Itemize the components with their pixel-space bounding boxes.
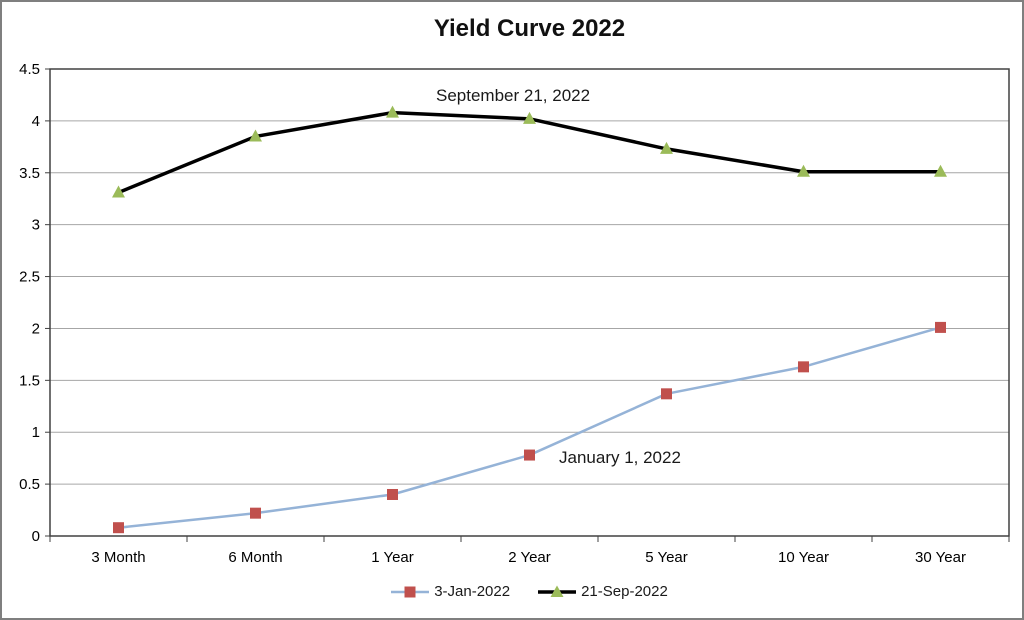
y-axis-tick-label: 3.5 [19, 165, 40, 182]
y-axis-tick-label: 2 [32, 320, 40, 337]
legend-item-3-jan-2022: 3-Jan-2022 [391, 583, 510, 600]
series-line-21-sep-2022 [117, 110, 941, 195]
plot-border [49, 68, 1010, 537]
data-point-marker-3-jan-2022 [387, 488, 398, 500]
data-point-marker-3-jan-2022 [113, 522, 124, 534]
x-axis-tick-label: 2 Year [508, 549, 551, 566]
data-point-marker-3-jan-2022 [798, 361, 809, 373]
legend: 3-Jan-2022 21-Sep-2022 [50, 583, 1009, 600]
series-line-3-jan-2022 [118, 326, 941, 529]
y-axis-tick-label: 4.5 [19, 61, 40, 78]
data-point-marker-21-sep-2022 [386, 105, 399, 118]
data-point-marker-21-sep-2022 [112, 185, 125, 198]
data-point-marker-3-jan-2022 [524, 449, 535, 461]
annotation-september-21-2022: September 21, 2022 [436, 86, 591, 105]
data-point-marker-21-sep-2022 [797, 164, 810, 177]
y-axis-tick-label: 2.5 [19, 269, 40, 286]
legend-label-21-sep-2022: 21-Sep-2022 [581, 583, 668, 600]
y-axis-tick-label: 1.5 [19, 372, 40, 389]
x-axis-tick-label: 1 Year [371, 549, 414, 566]
x-axis-tick-label: 10 Year [778, 549, 829, 566]
annotation-january-1-2022: January 1, 2022 [559, 448, 681, 467]
legend-label-3-jan-2022: 3-Jan-2022 [434, 583, 511, 600]
legend-triangle-marker-icon [538, 585, 577, 597]
data-point-marker-3-jan-2022 [935, 321, 946, 333]
x-axis-tick-label: 3 Month [91, 549, 145, 566]
data-point-marker-21-sep-2022 [660, 141, 673, 154]
chart-title: Yield Curve 2022 [433, 15, 626, 42]
data-point-marker-3-jan-2022 [250, 507, 261, 519]
data-point-marker-21-sep-2022 [249, 129, 262, 142]
x-axis-tick-label: 6 Month [228, 549, 282, 566]
data-point-marker-3-jan-2022 [661, 388, 672, 400]
y-axis-tick-label: 0.5 [19, 476, 40, 493]
y-axis-tick-label: 4 [32, 113, 40, 130]
x-axis-tick-label: 5 Year [645, 549, 688, 566]
y-axis-tick-label: 1 [32, 424, 40, 441]
y-axis-tick-label: 0 [32, 528, 40, 545]
data-point-marker-21-sep-2022 [934, 164, 947, 177]
x-axis-tick-label: 30 Year [915, 549, 966, 566]
legend-square-marker-icon [391, 586, 430, 597]
y-axis-tick-label: 3 [32, 217, 40, 234]
legend-item-21-sep-2022: 21-Sep-2022 [538, 583, 668, 600]
data-point-marker-21-sep-2022 [523, 111, 536, 124]
